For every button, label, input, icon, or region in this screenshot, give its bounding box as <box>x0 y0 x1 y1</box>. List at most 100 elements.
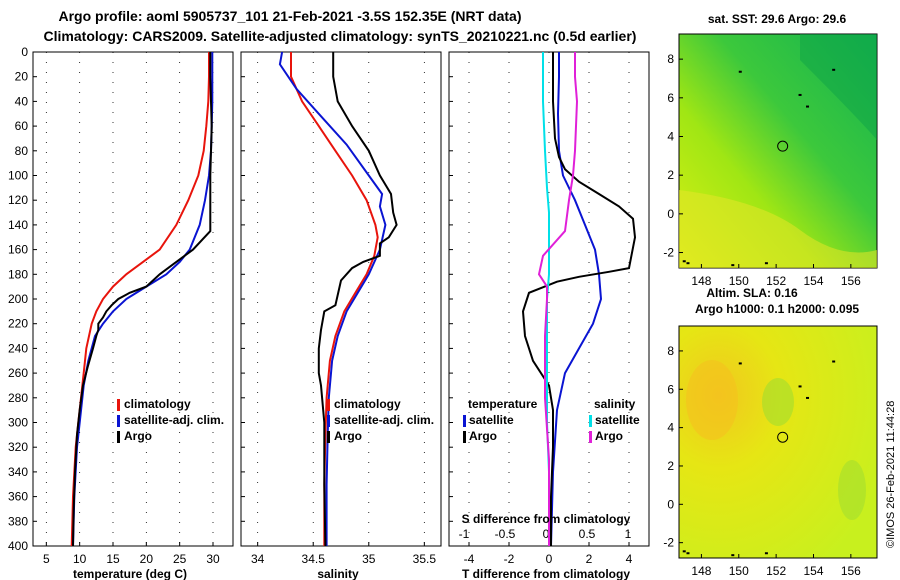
lon-tick-label: 152 <box>766 564 786 578</box>
series-line-argo <box>317 52 398 547</box>
legend-swatch-climatology <box>327 399 330 411</box>
island-mark <box>806 396 810 399</box>
salinity-plot-frame <box>240 51 442 547</box>
salinity-axis-label: salinity <box>317 567 359 580</box>
salinity-legend: climatology satellite-adj. clim. Argo <box>327 397 434 443</box>
lat-tick-label: 6 <box>667 91 674 105</box>
depth-tick-label: 80 <box>15 144 29 158</box>
lat-tick-label: -2 <box>663 536 674 550</box>
island-mark <box>738 70 742 73</box>
legend-label-climatology: climatology <box>334 397 401 411</box>
sla-lon-tick-labels: 148 150 152 154 156 <box>691 554 861 578</box>
s-difference-tick-label: 1 <box>625 527 632 541</box>
island-mark <box>686 262 690 265</box>
s-difference-axis-label: S difference from climatology <box>462 512 631 526</box>
sst-lat-tick-labels: -2 0 2 4 6 8 <box>663 52 683 260</box>
x-tick-label: 35 <box>362 552 376 566</box>
lat-tick-label: 2 <box>667 168 674 182</box>
depth-tick-label: 100 <box>8 169 28 183</box>
lat-tick-label: 0 <box>667 207 674 221</box>
legend-label-t-satellite: satellite <box>469 413 514 427</box>
sst-cool-patch <box>800 34 877 140</box>
lat-tick-label: 8 <box>667 344 674 358</box>
depth-tick-label: 380 <box>8 514 28 528</box>
depth-tick-label: 400 <box>8 539 28 553</box>
island-mark <box>764 262 768 265</box>
x-tick-label: -2 <box>504 552 515 566</box>
depth-tick-label: 120 <box>8 193 28 207</box>
lon-tick-label: 154 <box>803 564 823 578</box>
salinity-grid <box>241 51 425 547</box>
depth-tick-label: 40 <box>15 94 29 108</box>
lon-tick-label: 150 <box>729 274 749 288</box>
depth-tick-label: 0 <box>21 45 28 59</box>
difference-panel: -4 -2 0 2 4 -1 -0.5 0 0.5 1 S difference from cl… <box>448 51 650 580</box>
x-tick-label: 34 <box>251 552 265 566</box>
legend-label-satellite: satellite-adj. clim. <box>334 413 434 427</box>
sla-coastline <box>682 360 836 557</box>
series-line-t-satellite <box>550 52 603 547</box>
legend-swatch-s-satellite <box>589 415 592 427</box>
legend-swatch-argo <box>117 431 120 443</box>
difference-series <box>521 52 637 547</box>
lon-tick-label: 148 <box>691 274 711 288</box>
depth-tick-label: 60 <box>15 119 29 133</box>
x-tick-label: 10 <box>73 552 87 566</box>
x-tick-label: 30 <box>206 552 220 566</box>
island-mark <box>682 550 686 553</box>
lat-tick-label: 6 <box>667 382 674 396</box>
imos-watermark: ©IMOS 26-Feb-2021 11:44:28 <box>885 401 897 548</box>
legend-swatch-s-argo <box>589 431 592 443</box>
s-difference-tick-labels: -1 -0.5 0 0.5 1 <box>459 527 632 541</box>
x-tick-label: 5 <box>43 552 50 566</box>
temperature-legend: climatology satellite-adj. clim. Argo <box>117 397 224 443</box>
salinity-series <box>278 51 398 547</box>
temperature-tick-labels: 5 10 15 20 25 30 <box>43 552 220 566</box>
x-tick-label: 0 <box>546 552 553 566</box>
lat-tick-label: 4 <box>667 421 674 435</box>
series-line-s-argo <box>537 52 579 546</box>
depth-tick-label: 160 <box>8 243 28 257</box>
difference-legend: temperature salinity satellite Argo sate… <box>463 397 640 443</box>
sst-map-title: sat. SST: 29.6 Argo: 29.6 <box>708 12 847 26</box>
depth-tick-label: 220 <box>8 317 28 331</box>
series-line-argo <box>72 52 213 547</box>
temperature-series <box>70 52 214 547</box>
depth-tick-label: 300 <box>8 416 28 430</box>
x-tick-label: 34.5 <box>302 552 326 566</box>
depth-tick-label: 140 <box>8 218 28 232</box>
depth-tick-label: 280 <box>8 391 28 405</box>
island-mark <box>686 552 690 555</box>
depth-tick-label: 260 <box>8 366 28 380</box>
depth-tick-label: 240 <box>8 341 28 355</box>
sla-low-patch <box>762 378 794 426</box>
temperature-plot-frame <box>32 51 234 547</box>
s-difference-tick-label: 0 <box>543 527 550 541</box>
island-mark <box>832 68 836 71</box>
lon-tick-label: 156 <box>841 274 861 288</box>
sst-argo-location-marker <box>777 140 789 152</box>
legend-label-s-argo: Argo <box>595 429 623 443</box>
legend-label-s-satellite: satellite <box>595 413 640 427</box>
depth-tick-labels: 0 20 40 60 80 100 120 140 160 180 200 220 240 260 280 3… <box>8 45 28 553</box>
island-mark <box>764 552 768 555</box>
island-mark <box>731 264 735 267</box>
legend-swatch-climatology <box>117 399 120 411</box>
island-mark <box>798 93 802 96</box>
x-tick-label: 20 <box>140 552 154 566</box>
series-line-t-argo <box>521 52 637 546</box>
sst-warm-patch <box>679 190 877 268</box>
legend-title-temperature: temperature <box>468 397 538 411</box>
lat-tick-label: -2 <box>663 246 674 260</box>
t-difference-tick-labels: -4 -2 0 2 4 <box>464 552 633 566</box>
depth-tick-label: 20 <box>15 70 29 84</box>
sla-high-patch <box>686 360 738 440</box>
header-line-1: Argo profile: aoml 5905737_101 21-Feb-20… <box>59 8 522 24</box>
lon-tick-label: 156 <box>841 564 861 578</box>
temperature-axis-label: temperature (deg C) <box>73 567 187 580</box>
lat-tick-label: 8 <box>667 52 674 66</box>
x-tick-label: 15 <box>106 552 120 566</box>
legend-label-climatology: climatology <box>124 397 191 411</box>
depth-tick-label: 200 <box>8 292 28 306</box>
